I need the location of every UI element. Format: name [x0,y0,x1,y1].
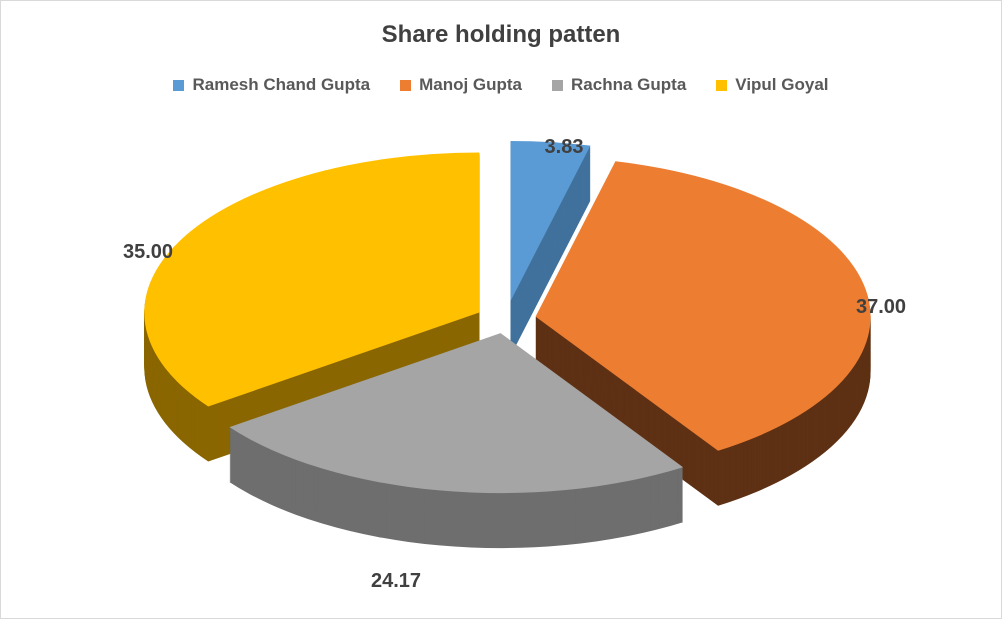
pie-slice-vipul-goyal [144,152,480,462]
legend-item: Rachna Gupta [552,75,686,95]
slice-top [144,152,480,407]
slice-top [535,161,871,451]
legend-item: Ramesh Chand Gupta [173,75,370,95]
legend-label: Rachna Gupta [571,75,687,94]
legend-label: Ramesh Chand Gupta [192,75,371,94]
chart-title: Share holding patten [381,21,621,48]
legend-label: Vipul Goyal [735,75,829,94]
legend-label: Manoj Gupta [419,75,523,94]
data-label: 35.00 [123,241,173,263]
slice-top [510,140,591,301]
data-label: 37.00 [856,296,906,318]
legend: Ramesh Chand Gupta Manoj Gupta Rachna Gu… [1,75,1001,95]
legend-swatch [552,79,564,91]
legend-swatch [173,79,185,91]
slice-top [229,333,684,494]
legend-swatch [716,79,728,91]
data-label: 3.83 [545,136,584,158]
legend-swatch [400,79,412,91]
pie-slice-rachna-gupta [229,333,684,549]
legend-item: Manoj Gupta [400,75,522,95]
pie-slice-manoj-gupta [535,161,871,506]
pie-slice-ramesh-chand-gupta [510,140,591,356]
legend-item: Vipul Goyal [716,75,829,95]
data-label: 24.17 [371,570,421,592]
